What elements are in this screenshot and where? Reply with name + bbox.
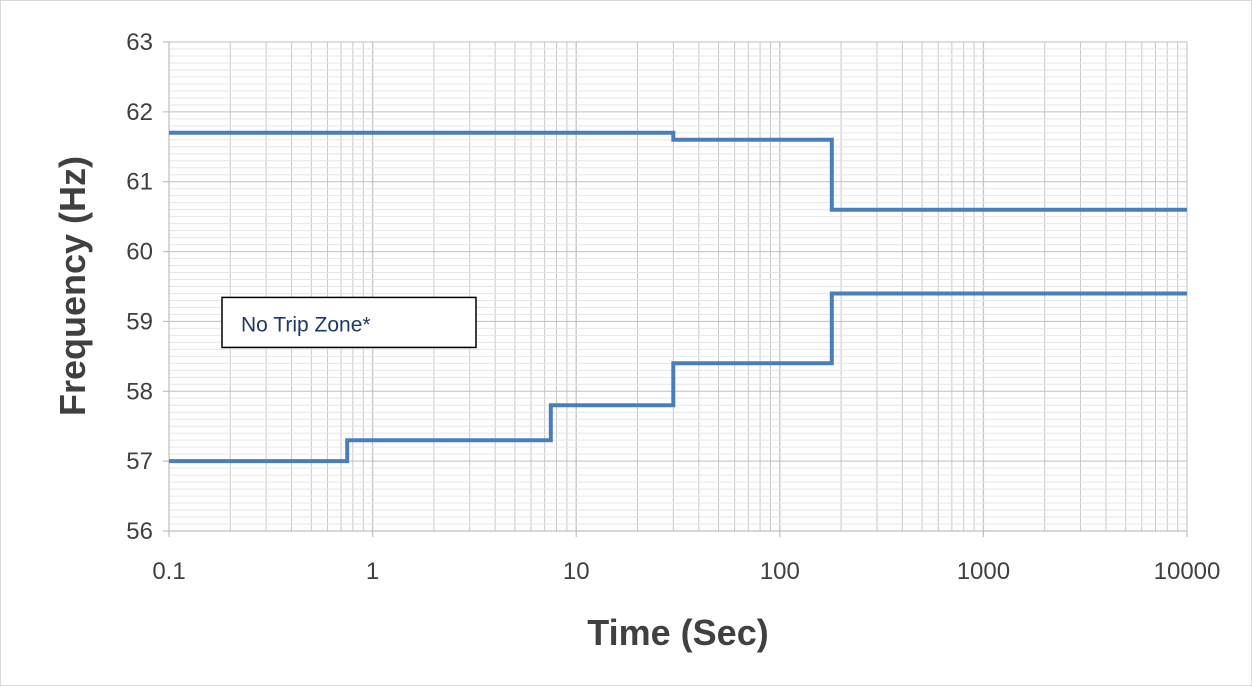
upper-trip-curve [169, 130, 1187, 212]
annotation-box [221, 296, 477, 349]
x-tick-label: 1 [366, 558, 379, 585]
y-axis-title: Frequency (Hz) [52, 156, 93, 416]
x-tick-label: 0.1 [152, 558, 185, 585]
series-lines [169, 130, 1187, 464]
y-tick-label: 59 [126, 308, 153, 335]
y-tick-label: 57 [126, 448, 153, 475]
y-tick-label: 56 [126, 518, 153, 545]
annotations: No Trip Zone* [221, 296, 477, 349]
x-axis-title: Time (Sec) [587, 612, 768, 653]
x-tick-label: 10 [563, 558, 590, 585]
y-tick-label: 60 [126, 239, 153, 266]
y-tick-label: 62 [126, 99, 153, 126]
y-tick-label: 61 [126, 169, 153, 196]
grid-lines [169, 42, 1187, 531]
x-tick-label: 10000 [1154, 558, 1221, 585]
x-tick-label: 100 [760, 558, 800, 585]
y-tick-label: 63 [126, 29, 153, 56]
x-tick-label: 1000 [957, 558, 1010, 585]
y-tick-label: 58 [126, 378, 153, 405]
lower-trip-curve [169, 291, 1187, 464]
tick-labels: 0.1 1 10 100 1000 10000 56 57 58 59 60 61 62 63 [126, 29, 1220, 585]
annotation-text: No Trip Zone* [241, 313, 371, 336]
plot-axes [163, 41, 1188, 537]
